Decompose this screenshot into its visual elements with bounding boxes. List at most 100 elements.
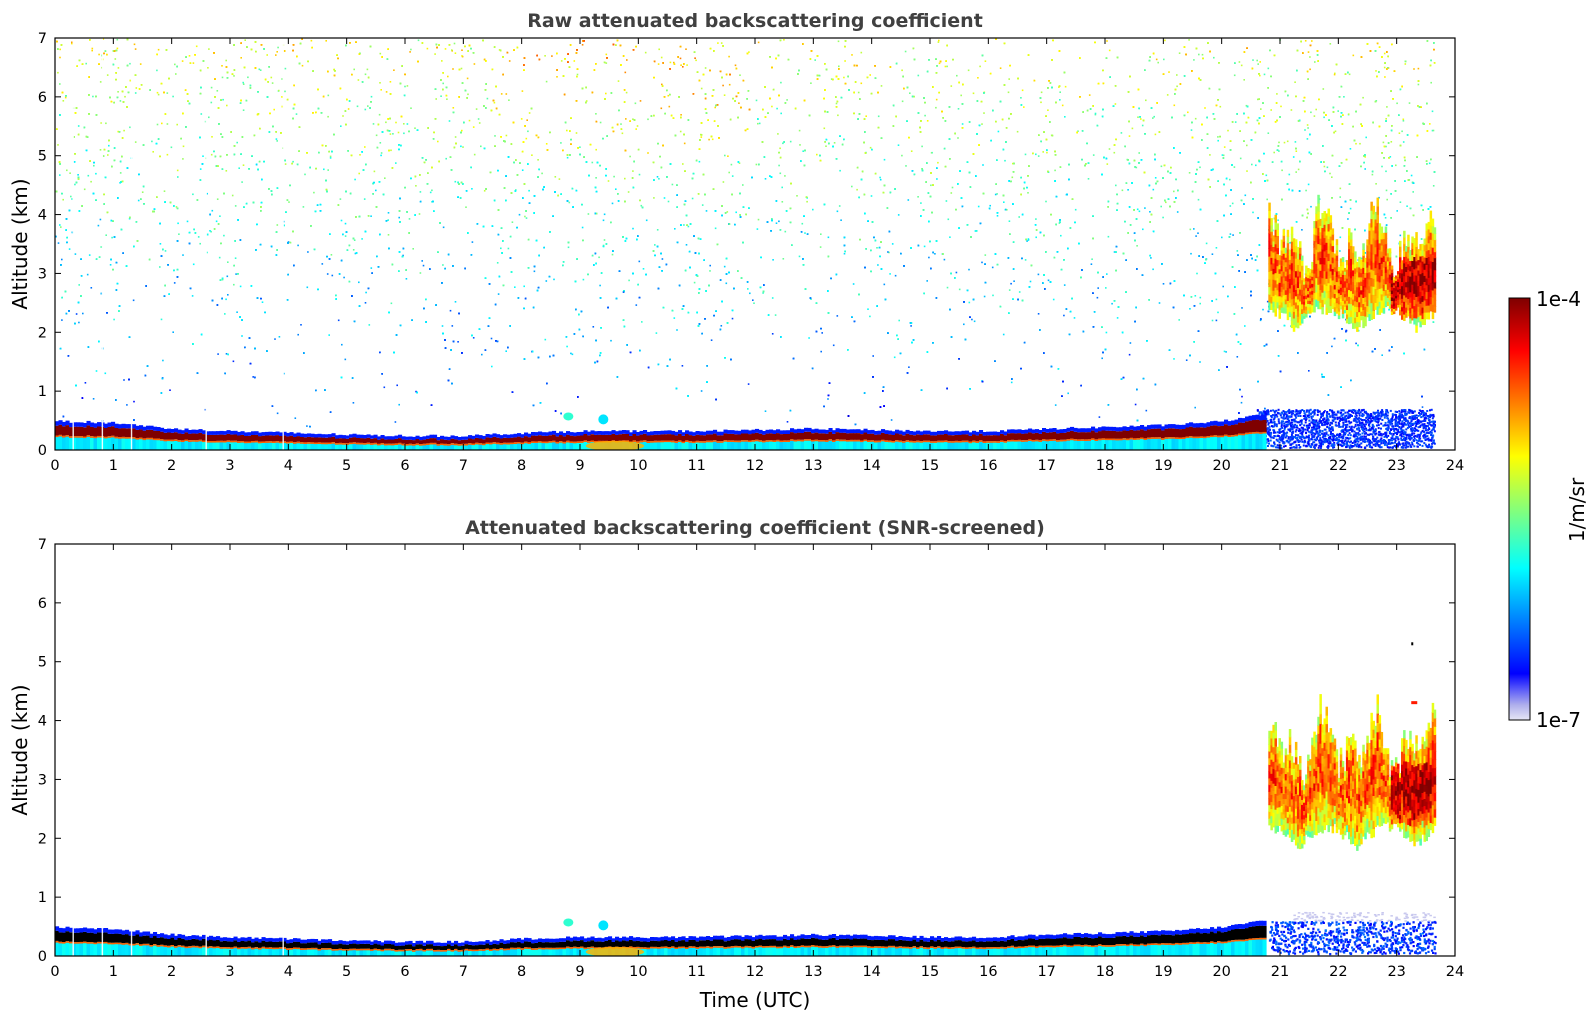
noise-pixel [1292, 156, 1295, 158]
noise-pixel [105, 234, 107, 236]
noise-pixel [1236, 250, 1239, 252]
noise-pixel [1334, 130, 1337, 133]
noise-pixel [624, 71, 627, 74]
noise-pixel [968, 268, 970, 271]
noise-pixel [989, 204, 991, 207]
noise-pixel [372, 123, 375, 125]
noise-pixel [210, 153, 213, 156]
noise-pixel [363, 198, 366, 200]
noise-pixel [1257, 63, 1259, 65]
noise-pixel [1113, 151, 1116, 154]
noise-pixel [1278, 141, 1280, 144]
noise-pixel [1064, 116, 1066, 118]
noise-pixel [211, 136, 213, 138]
noise-pixel [375, 134, 378, 137]
noise-pixel [1114, 103, 1117, 105]
noise-pixel [472, 126, 475, 128]
noise-pixel [1154, 177, 1157, 179]
noise-pixel [685, 244, 688, 246]
noise-pixel [1217, 311, 1219, 314]
noise-pixel [1349, 207, 1352, 210]
noise-pixel [57, 71, 59, 74]
noise-pixel [691, 197, 694, 200]
noise-pixel [177, 222, 179, 225]
noise-pixel [917, 196, 919, 198]
noise-pixel [1205, 242, 1208, 245]
noise-pixel [134, 141, 137, 143]
noise-pixel [658, 48, 660, 51]
noise-pixel [244, 39, 246, 41]
noise-pixel [1077, 130, 1079, 132]
noise-pixel [1037, 313, 1040, 315]
noise-pixel [1165, 201, 1167, 204]
noise-pixel [329, 155, 332, 158]
noise-pixel [1267, 67, 1270, 70]
noise-pixel [835, 102, 838, 105]
noise-pixel [1221, 154, 1224, 156]
noise-pixel [327, 169, 329, 171]
noise-pixel [860, 82, 863, 85]
noise-pixel [437, 140, 439, 143]
noise-pixel [521, 90, 524, 92]
noise-pixel [642, 268, 645, 270]
noise-pixel [901, 69, 903, 72]
noise-pixel [461, 55, 463, 57]
noise-pixel [551, 55, 553, 57]
noise-pixel [867, 308, 869, 310]
noise-pixel [508, 99, 510, 101]
noise-pixel [283, 372, 285, 375]
noise-pixel [1145, 99, 1147, 102]
noise-pixel [935, 98, 938, 101]
noise-pixel [808, 337, 810, 339]
noise-pixel [844, 60, 846, 62]
noise-pixel [90, 287, 93, 289]
noise-pixel [176, 123, 178, 126]
noise-pixel [1199, 361, 1201, 363]
noise-pixel [1199, 296, 1202, 299]
noise-pixel [799, 144, 801, 146]
noise-pixel [686, 64, 688, 66]
noise-pixel [1164, 39, 1166, 42]
noise-pixel [1060, 234, 1062, 237]
noise-pixel [1339, 250, 1341, 252]
noise-pixel [1240, 64, 1243, 67]
noise-pixel [832, 344, 835, 347]
noise-pixel [1129, 342, 1132, 344]
noise-pixel [1059, 91, 1061, 93]
noise-pixel [157, 48, 160, 51]
noise-pixel [202, 155, 204, 157]
noise-pixel [851, 185, 853, 188]
noise-pixel [1204, 107, 1206, 109]
noise-pixel [441, 60, 443, 62]
noise-pixel [1259, 74, 1261, 77]
noise-pixel [78, 321, 80, 324]
noise-pixel [749, 292, 751, 295]
noise-pixel [888, 251, 890, 254]
noise-pixel [639, 100, 642, 102]
noise-pixel [84, 382, 87, 384]
noise-pixel [1408, 102, 1411, 104]
noise-pixel [556, 76, 558, 78]
noise-pixel [1401, 130, 1403, 133]
noise-pixel [553, 278, 555, 281]
noise-pixel [781, 186, 783, 189]
noise-pixel [573, 60, 576, 62]
noise-pixel [827, 236, 830, 239]
noise-pixel [974, 230, 977, 232]
noise-pixel [738, 102, 740, 104]
noise-pixel [242, 164, 245, 166]
noise-pixel [321, 263, 324, 265]
noise-pixel [1314, 61, 1316, 63]
noise-pixel [500, 247, 502, 250]
noise-pixel [710, 339, 713, 341]
noise-pixel [997, 130, 1000, 133]
noise-pixel [780, 81, 782, 84]
noise-pixel [722, 181, 725, 183]
noise-pixel [1429, 123, 1431, 125]
noise-pixel [1176, 85, 1178, 88]
noise-pixel [1106, 163, 1109, 165]
noise-pixel [956, 74, 958, 77]
noise-pixel [739, 74, 741, 76]
noise-pixel [445, 157, 447, 160]
noise-pixel [1029, 280, 1032, 283]
